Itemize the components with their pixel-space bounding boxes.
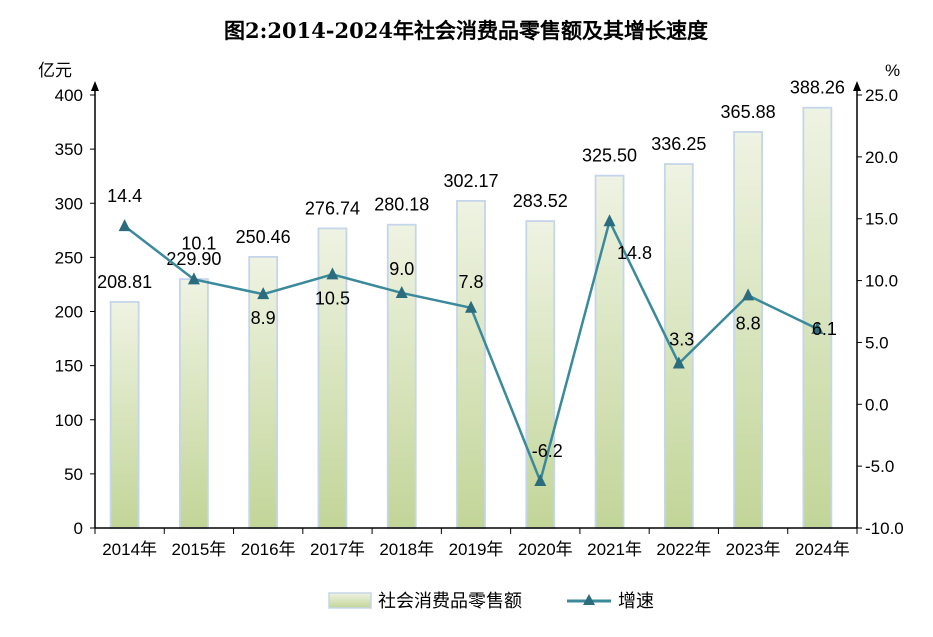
growth-value-label: 3.3 (669, 329, 694, 349)
left-tick-label: 100 (55, 411, 83, 430)
growth-marker (534, 473, 547, 486)
bar (248, 255, 279, 529)
bar-value-label: 325.50 (582, 146, 637, 166)
bar (733, 131, 763, 529)
growth-value-label: 6.1 (812, 319, 837, 339)
bar (802, 106, 833, 529)
growth-marker (326, 267, 339, 280)
bar-value-label: 302.17 (443, 171, 498, 191)
left-tick-label: 350 (55, 140, 83, 159)
growth-marker (742, 288, 755, 301)
x-tick-label: 2022年 (656, 540, 711, 559)
bar (456, 200, 486, 529)
left-tick-label: 0 (74, 519, 83, 538)
x-tick-label: 2023年 (726, 540, 781, 559)
left-axis-label: 亿元 (38, 61, 72, 80)
right-axis-arrow-icon (853, 81, 861, 91)
growth-value-label: 9.0 (389, 259, 414, 279)
growth-marker (187, 272, 200, 285)
right-tick-label: -10.0 (865, 519, 904, 538)
growth-value-label: 14.4 (107, 186, 142, 206)
bar-value-label: 336.25 (651, 134, 706, 154)
x-tick-label: 2018年 (379, 540, 434, 559)
growth-value-label: 8.8 (736, 313, 761, 333)
x-tick-label: 2020年 (518, 540, 573, 559)
growth-value-label: 8.9 (251, 308, 276, 328)
bar-value-label: 280.18 (374, 195, 429, 215)
growth-value-label: 10.5 (315, 288, 350, 308)
x-tick-label: 2016年 (241, 540, 296, 559)
chart-title: 图2:2014-2024年社会消费品零售额及其增长速度 (224, 18, 708, 43)
growth-marker (118, 219, 131, 232)
legend-line-label: 增速 (618, 591, 654, 611)
x-tick-label: 2014年 (102, 540, 157, 559)
bar-value-label: 208.81 (97, 272, 152, 292)
x-tick-label: 2021年 (587, 540, 642, 559)
legend-bar-swatch (328, 592, 372, 609)
growth-value-label: 14.8 (617, 243, 652, 263)
bar (109, 301, 140, 529)
bar (179, 278, 209, 529)
right-tick-label: 25.0 (865, 86, 898, 105)
x-tick-label: 2015年 (171, 540, 226, 559)
bar-value-label: 283.52 (513, 191, 568, 211)
right-tick-label: 0.0 (865, 395, 889, 414)
left-tick-label: 150 (55, 357, 83, 376)
legend: 社会消费品零售额 增速 (328, 591, 654, 611)
bar-value-label: 365.88 (721, 102, 776, 122)
right-tick-label: 15.0 (865, 210, 898, 229)
bar (386, 223, 417, 529)
right-tick-label: 20.0 (865, 148, 898, 167)
growth-value-label: 7.8 (458, 272, 483, 292)
x-tick-label: 2017年 (310, 540, 365, 559)
x-tick-label: 2019年 (449, 540, 504, 559)
right-axis-label: % (885, 61, 900, 80)
legend-line-marker (583, 594, 595, 605)
left-axis-arrow-icon (91, 81, 99, 91)
legend-bar-label: 社会消费品零售额 (378, 591, 522, 611)
bar-value-label: 276.74 (305, 198, 360, 218)
growth-marker (603, 214, 616, 227)
left-tick-label: 200 (55, 303, 83, 322)
right-tick-label: 5.0 (865, 333, 889, 352)
growth-marker (257, 287, 270, 300)
bar-value-label: 250.46 (236, 227, 291, 247)
left-tick-label: 400 (55, 86, 83, 105)
bar-value-label: 229.90 (166, 249, 221, 269)
left-tick-label: 300 (55, 194, 83, 213)
bar-value-label: 388.26 (790, 78, 845, 98)
left-tick-label: 50 (64, 465, 83, 484)
growth-value-label: -6.2 (532, 441, 563, 461)
growth-marker (672, 356, 685, 369)
bar (594, 174, 625, 529)
x-tick-label: 2024年 (795, 540, 850, 559)
left-tick-label: 250 (55, 248, 83, 267)
growth-value-label: 10.1 (181, 233, 216, 253)
growth-marker (465, 300, 477, 313)
growth-marker (395, 285, 408, 298)
right-tick-label: 10.0 (865, 272, 898, 291)
right-tick-label: -5.0 (865, 457, 894, 476)
growth-marker (811, 321, 824, 334)
